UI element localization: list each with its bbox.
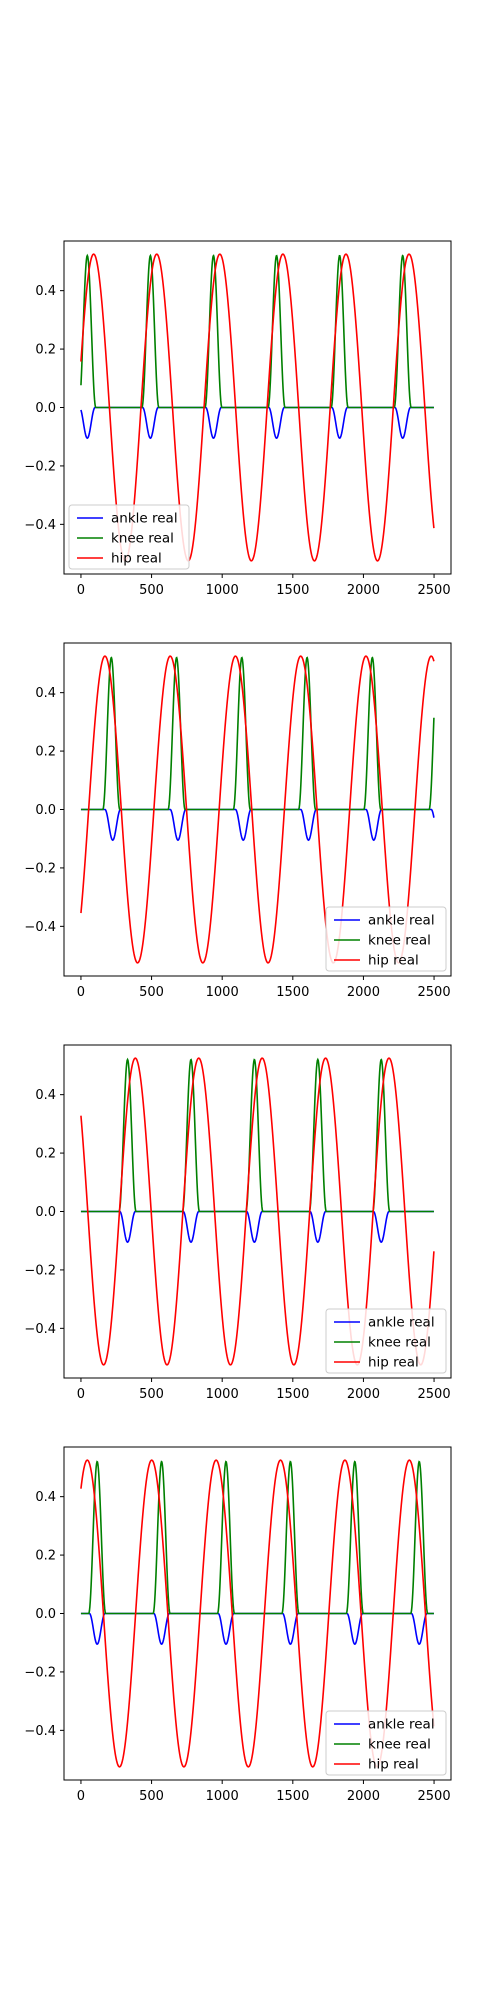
x-tick-label: 2000 [347, 1387, 380, 1402]
x-tick-label: 500 [139, 985, 164, 1000]
chart-4: 0 500 1000 1500 2000 2500 −0.4 −0.2 0.0 0.2 0.4 ank… [24, 1446, 452, 1804]
x-tick-label: 0 [77, 583, 85, 598]
x-tick-label: 500 [139, 1387, 164, 1402]
series-line-knee [80, 253, 434, 409]
y-tick-label: 0.0 [35, 401, 56, 416]
y-tick-label: −0.2 [24, 1263, 56, 1278]
chart-2: 0 500 1000 1500 2000 2500 −0.4 −0.2 0.0 0.2 0.4 ank… [24, 642, 452, 1000]
legend: ankle real knee real hip real [325, 1308, 447, 1374]
chart-1: 0 500 1000 1500 2000 2500 −0.4 −0.2 0.0 0.2 0.4 ank… [24, 240, 452, 598]
y-tick-label: −0.2 [24, 861, 56, 876]
y-tick-label: 0.2 [35, 745, 56, 760]
y-tick-label: 0.2 [35, 1549, 56, 1564]
legend: ankle real knee real hip real [68, 504, 190, 570]
legend-box [325, 1710, 447, 1776]
legend-box [325, 1308, 447, 1374]
legend-label: ankle real [368, 913, 435, 929]
legend-label: hip real [368, 1355, 419, 1371]
y-tick-label: 0.4 [35, 686, 56, 701]
legend: ankle real knee real hip real [325, 906, 447, 972]
y-tick-label: −0.4 [24, 518, 56, 533]
x-tick-label: 1000 [206, 985, 239, 1000]
x-tick-label: 2000 [347, 1789, 380, 1804]
plot-area [80, 655, 435, 964]
y-tick-label: 0.4 [35, 1490, 56, 1505]
legend-label: ankle real [368, 1315, 435, 1331]
plot-area [80, 1057, 435, 1366]
series-line-ankle [80, 808, 435, 842]
x-tick-label: 1000 [206, 1387, 239, 1402]
x-tick-label: 1500 [276, 1387, 309, 1402]
y-tick-label: −0.2 [24, 459, 56, 474]
legend: ankle real knee real hip real [325, 1710, 447, 1776]
series-line-hip [80, 1057, 435, 1366]
y-tick-label: 0.4 [35, 1088, 56, 1103]
legend-label: knee real [368, 1737, 431, 1753]
x-tick-label: 2500 [418, 1387, 451, 1402]
chart-3: 0 500 1000 1500 2000 2500 −0.4 −0.2 0.0 0.2 0.4 ank… [24, 1044, 452, 1402]
legend-box [68, 504, 190, 570]
legend-label: hip real [368, 1757, 419, 1773]
series-line-ankle [80, 406, 434, 440]
y-tick-label: 0.2 [35, 343, 56, 358]
y-tick-label: −0.4 [24, 920, 56, 935]
y-tick-label: 0.0 [35, 1205, 56, 1220]
series-line-knee [80, 1057, 434, 1213]
legend-label: hip real [368, 953, 419, 969]
y-tick-label: −0.2 [24, 1665, 56, 1680]
x-tick-label: 2500 [418, 583, 451, 598]
x-tick-label: 500 [139, 1789, 164, 1804]
plot-area [80, 253, 435, 562]
legend-label: knee real [368, 933, 431, 949]
y-tick-label: 0.2 [35, 1147, 56, 1162]
y-tick-label: −0.4 [24, 1724, 56, 1739]
series-line-ankle [80, 1210, 434, 1244]
legend-label: knee real [368, 1335, 431, 1351]
legend-label: knee real [111, 531, 174, 547]
x-tick-label: 1500 [276, 583, 309, 598]
x-tick-label: 0 [77, 985, 85, 1000]
x-tick-label: 2000 [347, 985, 380, 1000]
series-line-knee [80, 656, 435, 811]
legend-box [325, 906, 447, 972]
y-tick-label: 0.0 [35, 1607, 56, 1622]
series-line-knee [80, 1460, 434, 1615]
legend-label: hip real [111, 551, 162, 567]
x-tick-label: 2000 [347, 583, 380, 598]
x-tick-label: 2500 [418, 985, 451, 1000]
x-tick-label: 0 [77, 1789, 85, 1804]
y-tick-label: −0.4 [24, 1322, 56, 1337]
x-tick-label: 1000 [206, 1789, 239, 1804]
x-tick-label: 1500 [276, 1789, 309, 1804]
x-tick-label: 0 [77, 1387, 85, 1402]
x-tick-label: 1500 [276, 985, 309, 1000]
y-tick-label: 0.4 [35, 284, 56, 299]
legend-label: ankle real [111, 511, 178, 527]
x-tick-label: 2500 [418, 1789, 451, 1804]
series-line-hip [80, 655, 435, 964]
legend-label: ankle real [368, 1717, 435, 1733]
y-tick-label: 0.0 [35, 803, 56, 818]
series-line-hip [80, 253, 435, 562]
x-tick-label: 1000 [206, 583, 239, 598]
x-tick-label: 500 [139, 583, 164, 598]
